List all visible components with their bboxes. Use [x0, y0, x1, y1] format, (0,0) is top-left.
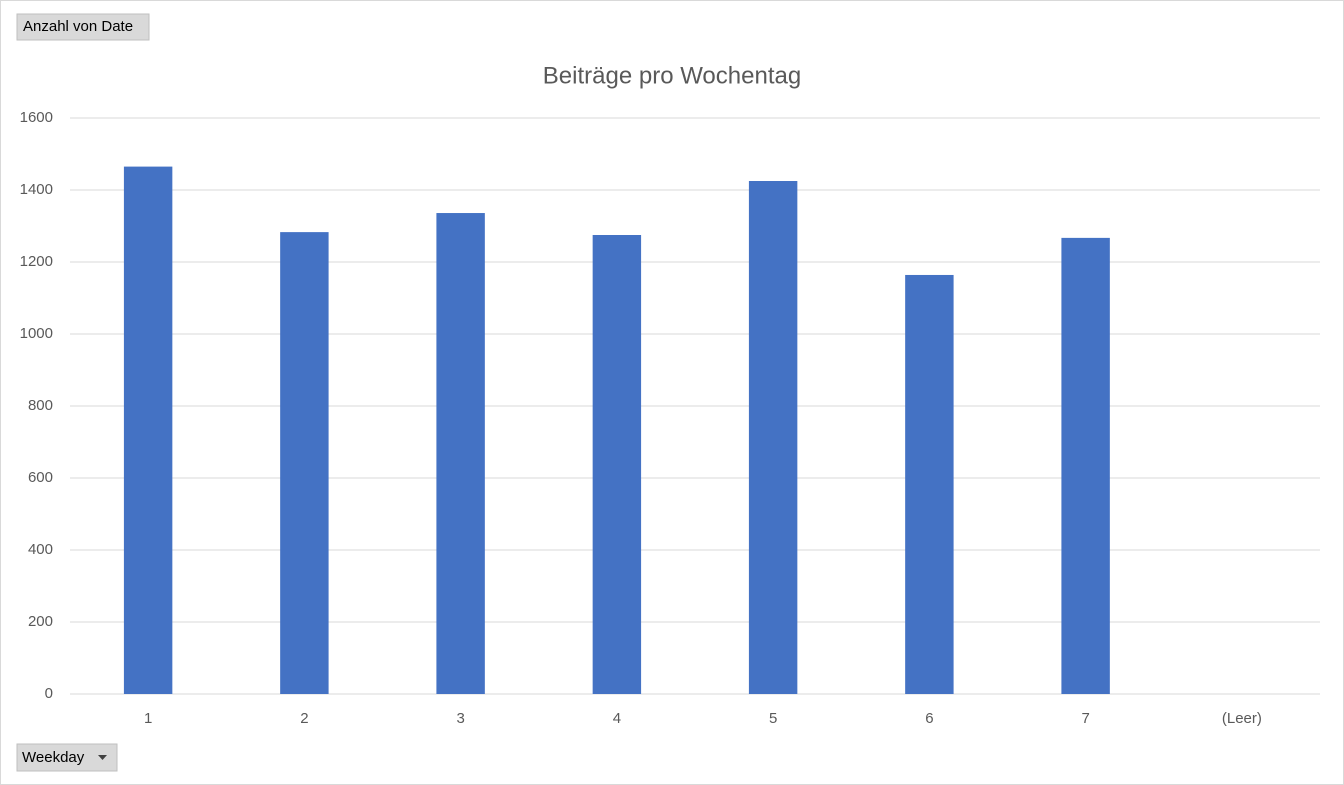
x-tick-label: 7	[1081, 710, 1089, 727]
button-label: Weekday	[22, 749, 85, 766]
bar	[280, 232, 329, 694]
dropdown-arrow	[98, 755, 107, 760]
bar	[592, 235, 642, 694]
x-tick-label: 1	[144, 710, 152, 727]
bar	[748, 181, 798, 694]
bar	[905, 274, 954, 694]
y-tick-label: 1400	[20, 181, 53, 198]
y-tick-label: 400	[28, 541, 53, 558]
x-tick-label: 3	[456, 710, 464, 727]
x-tick-label: 4	[613, 710, 621, 727]
y-tick-label: 200	[28, 613, 53, 630]
x-tick-label: (Leer)	[1222, 710, 1262, 727]
y-tick-label: 600	[28, 469, 53, 486]
y-tick-label: 1600	[20, 109, 53, 126]
y-tick-label: 1200	[20, 253, 53, 270]
bar	[123, 166, 173, 695]
x-tick-label: 6	[925, 710, 933, 727]
y-tick-label: 0	[45, 685, 53, 702]
bar	[436, 213, 485, 695]
x-tick-label: 2	[300, 710, 308, 727]
bar	[1061, 237, 1110, 694]
x-tick-label: 5	[769, 710, 777, 727]
y-tick-label: 800	[28, 397, 53, 414]
button-bg	[16, 13, 150, 41]
chart-title: Beiträge pro Wochentag	[543, 62, 801, 89]
button-label: Anzahl von Date	[23, 18, 133, 35]
value-field-button[interactable]: Anzahl von Date	[16, 13, 150, 41]
y-tick-label: 1000	[20, 325, 53, 342]
axis-field-button[interactable]: Weekday	[16, 743, 118, 772]
